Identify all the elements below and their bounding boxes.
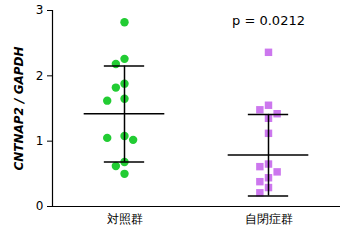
svg-text:自閉症群: 自閉症群 bbox=[245, 212, 293, 226]
svg-text:p = 0.0212: p = 0.0212 bbox=[232, 13, 305, 28]
svg-text:対照群: 対照群 bbox=[107, 212, 143, 226]
svg-text:1: 1 bbox=[36, 134, 44, 148]
svg-text:2: 2 bbox=[36, 69, 44, 83]
svg-text:3: 3 bbox=[36, 3, 44, 17]
svg-text:0: 0 bbox=[36, 199, 44, 213]
svg-text:CNTNAP2 / GAPDH: CNTNAP2 / GAPDH bbox=[12, 46, 26, 170]
